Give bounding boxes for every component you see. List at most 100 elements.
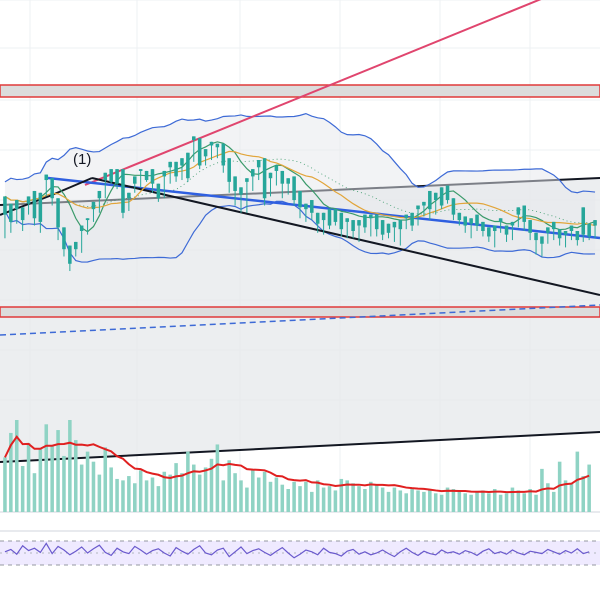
volume-ma-line <box>4 435 590 494</box>
volume-bar-10 <box>62 455 66 512</box>
volume-bar-28 <box>168 474 172 512</box>
volume-bar-22 <box>133 483 137 512</box>
volume-bar-58 <box>345 480 349 512</box>
volume-bar-93 <box>551 491 556 512</box>
black-pattern-leg-1 <box>0 194 53 216</box>
volume-bar-66 <box>392 487 397 512</box>
candle-body-47 <box>280 170 285 184</box>
candle-body-85 <box>504 225 509 235</box>
volume-bar-72 <box>428 489 432 512</box>
candle-body-89 <box>528 220 532 233</box>
candle-body-95 <box>563 231 568 235</box>
upper-resistance-zone <box>0 84 600 98</box>
candle-body-43 <box>256 160 261 168</box>
candle-body-5 <box>32 190 37 219</box>
candle-body-60 <box>357 220 361 226</box>
volume-bar-44 <box>262 471 267 512</box>
candle-body-20 <box>121 169 125 213</box>
volume-bar-33 <box>197 474 202 512</box>
candle-body-77 <box>457 212 462 221</box>
volume-bar-46 <box>274 477 279 512</box>
candle-body-51 <box>304 203 308 210</box>
candle-body-96 <box>569 225 574 231</box>
black-pattern-leg-2 <box>51 177 93 196</box>
candle-body-100 <box>593 220 597 226</box>
candle-body-40 <box>239 187 243 195</box>
candle-body-72 <box>428 190 432 210</box>
rsi-line <box>4 542 590 559</box>
volume-bar-15 <box>91 461 96 512</box>
volume-bar-83 <box>492 489 497 512</box>
volume-bar-29 <box>174 463 178 512</box>
volume-bar-97 <box>575 451 580 512</box>
volume-bar-25 <box>150 477 155 512</box>
volume-bar-88 <box>522 493 527 512</box>
candle-body-8 <box>50 178 54 199</box>
volume-bar-62 <box>369 481 373 512</box>
candle-body-11 <box>68 245 72 264</box>
candle-body-81 <box>481 221 485 231</box>
candle-body-12 <box>73 241 78 250</box>
candle-body-19 <box>115 169 119 184</box>
volume-bar-79 <box>469 494 473 512</box>
volume-bar-60 <box>357 486 361 512</box>
volume-bar-56 <box>333 490 338 512</box>
volume-bar-45 <box>268 481 273 512</box>
volume-bar-35 <box>209 458 214 512</box>
volume-bar-23 <box>138 470 143 512</box>
volume-bar-43 <box>256 477 261 512</box>
candle-body-48 <box>286 178 290 184</box>
volume-bar-17 <box>103 447 108 512</box>
bollinger-bands <box>4 112 596 263</box>
volume-bar-78 <box>463 493 467 512</box>
candle-body-62 <box>369 214 373 219</box>
candle-body-0 <box>3 196 7 215</box>
candle-body-74 <box>439 187 444 206</box>
candle-body-84 <box>498 218 503 222</box>
annotations: (1) <box>73 151 91 168</box>
candle-body-64 <box>380 220 385 235</box>
candle-body-90 <box>534 232 538 241</box>
bollinger-fill <box>4 113 596 263</box>
candle-body-17 <box>103 172 108 181</box>
volume-bar-48 <box>286 489 290 512</box>
candle-body-67 <box>398 220 403 230</box>
candle-body-52 <box>310 200 314 213</box>
candle-body-91 <box>540 236 544 244</box>
candle-body-53 <box>315 212 320 224</box>
candle-body-6 <box>38 192 43 222</box>
volume-bar-32 <box>192 464 196 512</box>
volume-bar-75 <box>445 487 450 512</box>
candle-body-44 <box>262 158 267 199</box>
volume-bar-74 <box>439 494 444 512</box>
candle-body-4 <box>26 196 31 204</box>
volume-bar-11 <box>68 420 72 512</box>
volume-bar-96 <box>569 483 574 512</box>
volume-bar-82 <box>487 493 491 512</box>
volume-bar-16 <box>97 474 102 512</box>
candle-body-21 <box>127 192 131 199</box>
volume-bar-41 <box>245 487 249 512</box>
candle-body-34 <box>203 149 208 157</box>
volume-bar-24 <box>144 480 149 512</box>
candle-body-73 <box>433 192 438 201</box>
candle-body-86 <box>510 221 515 226</box>
volume-bar-2 <box>14 420 19 512</box>
volume-bar-67 <box>398 490 403 512</box>
volume-bar-89 <box>528 489 532 512</box>
candle-body-46 <box>274 165 279 171</box>
volume-bar-81 <box>481 490 485 512</box>
candle-body-88 <box>522 205 527 222</box>
bollinger-basis <box>4 158 596 224</box>
volume-bar-36 <box>215 444 220 512</box>
candle-body-18 <box>109 169 113 182</box>
volume-bar-7 <box>44 424 49 512</box>
volume-bar-40 <box>239 480 243 512</box>
volume-bar-1 <box>9 432 13 512</box>
candle-body-35 <box>209 141 214 146</box>
lower-support-zone <box>0 306 600 318</box>
candle-body-49 <box>292 176 296 201</box>
ma-slow-line <box>4 150 596 227</box>
